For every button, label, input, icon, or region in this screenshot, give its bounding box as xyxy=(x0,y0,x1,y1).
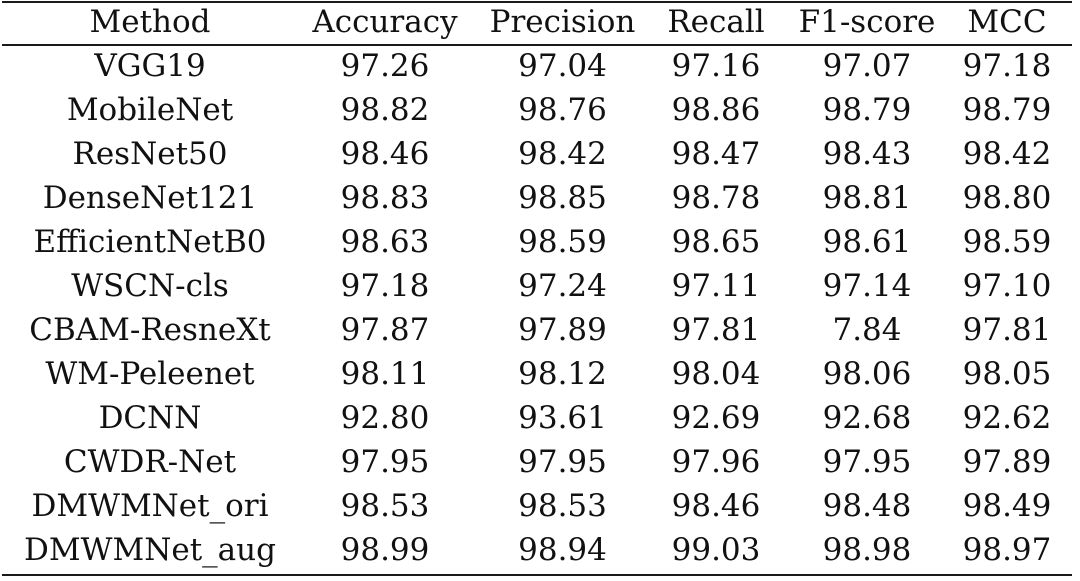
recall-cell: 98.47 xyxy=(671,136,761,172)
mcc-cell: 98.49 xyxy=(962,488,1052,524)
f1-score-cell: 97.95 xyxy=(822,444,912,480)
accuracy-cell: 98.53 xyxy=(340,488,430,524)
f1-score-cell: 98.43 xyxy=(822,136,912,172)
accuracy-cell: 98.11 xyxy=(340,356,430,392)
accuracy-cell: 98.63 xyxy=(340,224,430,260)
table-row: DCNN 92.80 93.61 92.69 92.68 92.62 xyxy=(0,396,1080,440)
table-row: DenseNet121 98.83 98.85 98.78 98.81 98.8… xyxy=(0,176,1080,220)
mcc-cell: 98.80 xyxy=(962,180,1052,216)
method-cell: CWDR-Net xyxy=(63,444,237,480)
header-recall: Recall xyxy=(667,4,765,40)
method-cell: VGG19 xyxy=(94,48,206,84)
mcc-cell: 97.18 xyxy=(962,48,1052,84)
f1-score-cell: 98.81 xyxy=(822,180,912,216)
top-rule xyxy=(2,1,1072,3)
method-cell: DMWMNet_ori xyxy=(31,488,269,524)
recall-cell: 98.86 xyxy=(671,92,761,128)
recall-cell: 92.69 xyxy=(671,400,761,436)
accuracy-cell: 97.26 xyxy=(340,48,430,84)
table-row: DMWMNet_aug 98.99 98.94 99.03 98.98 98.9… xyxy=(0,528,1080,572)
precision-cell: 98.53 xyxy=(518,488,607,524)
table-row: MobileNet 98.82 98.76 98.86 98.79 98.79 xyxy=(0,88,1080,132)
recall-cell: 99.03 xyxy=(671,532,761,568)
f1-score-cell: 7.84 xyxy=(832,312,902,348)
mcc-cell: 98.05 xyxy=(962,356,1052,392)
recall-cell: 98.46 xyxy=(671,488,761,524)
accuracy-cell: 98.46 xyxy=(340,136,430,172)
table-row: WM-Peleenet 98.11 98.12 98.04 98.06 98.0… xyxy=(0,352,1080,396)
recall-cell: 97.11 xyxy=(671,268,761,304)
precision-cell: 98.94 xyxy=(518,532,607,568)
accuracy-cell: 98.83 xyxy=(340,180,430,216)
recall-cell: 97.81 xyxy=(671,312,761,348)
table-row: CWDR-Net 97.95 97.95 97.96 97.95 97.89 xyxy=(0,440,1080,484)
table-row: WSCN-cls 97.18 97.24 97.11 97.14 97.10 xyxy=(0,264,1080,308)
method-cell: WM-Peleenet xyxy=(45,356,255,392)
table-row: ResNet50 98.46 98.42 98.47 98.43 98.42 xyxy=(0,132,1080,176)
header-f1-score: F1-score xyxy=(798,4,936,40)
precision-cell: 97.24 xyxy=(518,268,607,304)
recall-cell: 97.96 xyxy=(671,444,761,480)
table-row: VGG19 97.26 97.04 97.16 97.07 97.18 xyxy=(0,44,1080,88)
recall-cell: 98.04 xyxy=(671,356,761,392)
f1-score-cell: 98.98 xyxy=(822,532,912,568)
precision-cell: 93.61 xyxy=(518,400,607,436)
mcc-cell: 97.10 xyxy=(962,268,1052,304)
precision-cell: 98.42 xyxy=(518,136,607,172)
precision-cell: 97.95 xyxy=(518,444,607,480)
accuracy-cell: 98.99 xyxy=(340,532,430,568)
header-mcc: MCC xyxy=(967,4,1047,40)
header-precision: Precision xyxy=(489,4,636,40)
recall-cell: 97.16 xyxy=(671,48,761,84)
accuracy-cell: 97.87 xyxy=(340,312,430,348)
precision-cell: 98.59 xyxy=(518,224,607,260)
accuracy-cell: 97.18 xyxy=(340,268,430,304)
method-cell: ResNet50 xyxy=(72,136,228,172)
table-row: CBAM-ResneXt 97.87 97.89 97.81 7.84 97.8… xyxy=(0,308,1080,352)
precision-cell: 98.12 xyxy=(518,356,607,392)
mcc-cell: 98.59 xyxy=(962,224,1052,260)
header-accuracy: Accuracy xyxy=(312,4,458,40)
method-cell: DenseNet121 xyxy=(42,180,258,216)
method-cell: DCNN xyxy=(98,400,202,436)
method-cell: MobileNet xyxy=(66,92,234,128)
header-rule xyxy=(2,44,1072,46)
method-cell: DMWMNet_aug xyxy=(24,532,276,568)
f1-score-cell: 98.61 xyxy=(822,224,912,260)
mcc-cell: 97.81 xyxy=(962,312,1052,348)
method-cell: WSCN-cls xyxy=(71,268,229,304)
mcc-cell: 98.79 xyxy=(962,92,1052,128)
header-method: Method xyxy=(89,4,211,40)
f1-score-cell: 98.79 xyxy=(822,92,912,128)
method-cell: CBAM-ResneXt xyxy=(29,312,271,348)
mcc-cell: 98.97 xyxy=(962,532,1052,568)
precision-cell: 98.76 xyxy=(518,92,607,128)
f1-score-cell: 98.06 xyxy=(822,356,912,392)
table-header-row: Method Accuracy Precision Recall F1-scor… xyxy=(0,0,1080,44)
table-row: EfficientNetB0 98.63 98.59 98.65 98.61 9… xyxy=(0,220,1080,264)
f1-score-cell: 98.48 xyxy=(822,488,912,524)
precision-cell: 97.89 xyxy=(518,312,607,348)
precision-cell: 98.85 xyxy=(518,180,607,216)
f1-score-cell: 92.68 xyxy=(822,400,912,436)
accuracy-cell: 92.80 xyxy=(340,400,430,436)
bottom-rule xyxy=(2,574,1072,576)
method-cell: EfficientNetB0 xyxy=(33,224,267,260)
mcc-cell: 98.42 xyxy=(962,136,1052,172)
precision-cell: 97.04 xyxy=(518,48,607,84)
f1-score-cell: 97.14 xyxy=(822,268,912,304)
accuracy-cell: 97.95 xyxy=(340,444,430,480)
recall-cell: 98.78 xyxy=(671,180,761,216)
accuracy-cell: 98.82 xyxy=(340,92,430,128)
mcc-cell: 92.62 xyxy=(962,400,1052,436)
mcc-cell: 97.89 xyxy=(962,444,1052,480)
recall-cell: 98.65 xyxy=(671,224,761,260)
f1-score-cell: 97.07 xyxy=(822,48,912,84)
table-row: DMWMNet_ori 98.53 98.53 98.46 98.48 98.4… xyxy=(0,484,1080,528)
